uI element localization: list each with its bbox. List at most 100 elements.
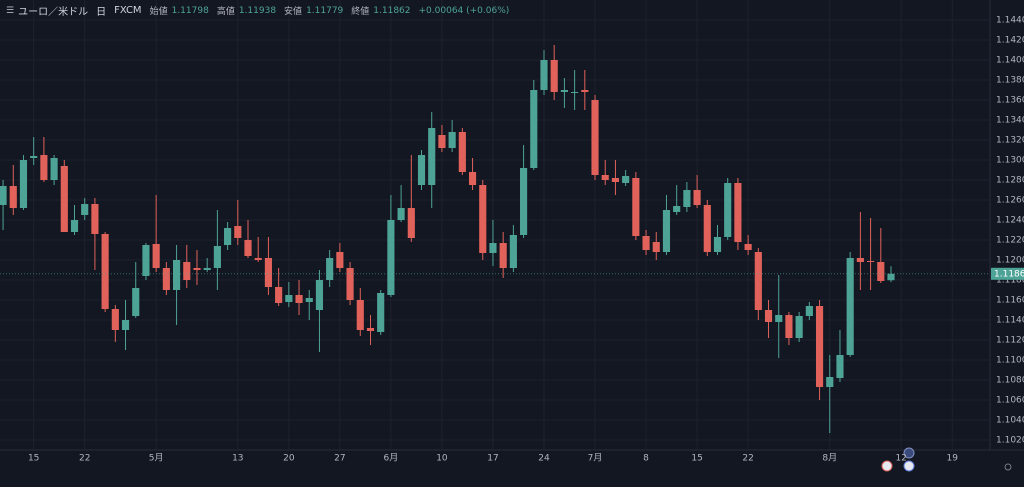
candle-body — [724, 183, 732, 237]
open-label: 始値 — [149, 7, 168, 17]
y-tick-label: 1.13400 — [996, 116, 1024, 126]
candle-body — [30, 156, 38, 158]
candle-body — [387, 220, 395, 295]
candle-body — [0, 186, 7, 205]
candle-body — [591, 100, 599, 175]
candle-body — [734, 183, 742, 242]
candle-body — [40, 155, 48, 180]
x-tick-label: 15 — [691, 454, 702, 464]
x-tick-label: 27 — [334, 454, 345, 464]
change: +0.00064 (+0.06%) — [418, 5, 510, 16]
candle-body — [622, 176, 630, 183]
candle-body — [19, 160, 28, 208]
x-tick-label: 22 — [742, 454, 753, 464]
candle-body — [346, 268, 354, 300]
candle-body — [673, 206, 681, 212]
y-tick-label: 1.13800 — [996, 76, 1024, 86]
candle-body — [652, 242, 660, 252]
candle-body — [234, 226, 242, 238]
candle-body — [60, 166, 68, 232]
source[interactable]: FXCM — [114, 5, 142, 16]
candle-body — [601, 175, 609, 180]
candle-body — [877, 262, 885, 281]
high-label: 高値 — [216, 7, 235, 17]
candle-body — [172, 260, 181, 290]
y-tick-label: 1.12800 — [996, 176, 1024, 186]
candle-body — [213, 246, 221, 268]
candle-body — [285, 295, 293, 302]
x-tick-label: 5月 — [149, 453, 164, 464]
open-value: 1.11798 — [171, 5, 209, 16]
last-price-label: 1.11862 — [994, 269, 1024, 279]
y-tick-label: 1.10400 — [996, 416, 1024, 426]
symbol: ユーロ／米ドル — [18, 7, 89, 18]
x-tick-label: 10 — [436, 454, 448, 464]
candle-body — [703, 205, 711, 252]
candle-body — [9, 186, 17, 208]
interval[interactable]: 日 — [96, 7, 107, 18]
candle-body — [815, 306, 824, 387]
candle-body — [417, 155, 426, 185]
candle-body — [489, 243, 497, 253]
candle-body — [499, 243, 507, 268]
candle-body — [571, 92, 579, 93]
y-tick-label: 1.12400 — [996, 216, 1024, 226]
x-tick-label: 17 — [487, 454, 498, 464]
candle-body — [744, 244, 752, 250]
candle-body — [795, 316, 803, 338]
y-tick-label: 1.11600 — [996, 296, 1024, 306]
y-tick-label: 1.10800 — [996, 376, 1024, 386]
candle-body — [193, 268, 201, 270]
event-icon[interactable] — [903, 447, 915, 459]
last-price-box — [991, 267, 1024, 280]
candle-body — [448, 132, 456, 148]
candle-body — [846, 258, 854, 355]
candle-body — [509, 235, 517, 268]
candle-body — [326, 258, 334, 280]
candle-body — [397, 208, 405, 220]
candle-body — [805, 306, 813, 316]
x-tick-label: 22 — [79, 454, 90, 464]
x-tick-label: 13 — [232, 454, 243, 464]
candle-body — [162, 268, 170, 290]
candle-body — [775, 315, 783, 322]
candle-body — [713, 237, 722, 252]
candle-body — [764, 310, 773, 322]
y-tick-label: 1.12000 — [996, 256, 1024, 266]
candle-body — [244, 240, 252, 256]
candle-body — [468, 172, 477, 185]
candle-body — [520, 168, 528, 235]
close-value: 1.11862 — [373, 5, 411, 16]
candle-body — [785, 315, 793, 338]
y-tick-label: 1.11400 — [996, 316, 1024, 326]
candle-body — [81, 204, 89, 215]
low-value: 1.11779 — [306, 5, 344, 16]
x-tick-label: 20 — [283, 454, 295, 464]
candle-body — [836, 355, 844, 378]
candle-body — [887, 273, 895, 281]
candle-body — [152, 244, 160, 268]
candle-body — [111, 309, 119, 330]
close-label: 終値 — [351, 7, 370, 17]
candle-body — [377, 293, 385, 332]
menu-icon[interactable]: ☰ — [6, 5, 15, 16]
event-icon[interactable] — [881, 460, 893, 472]
legend-header: ☰ ユーロ／米ドル 日 FXCM 始値 1.11798 高値 1.11938 安値 1… — [6, 3, 513, 18]
y-tick-label: 1.11000 — [996, 356, 1024, 366]
candle-body — [50, 158, 58, 180]
y-tick-label: 1.11200 — [996, 336, 1024, 346]
settings-icon[interactable] — [1004, 463, 1012, 471]
y-tick-label: 1.13600 — [996, 96, 1024, 106]
event-icon[interactable] — [903, 460, 915, 472]
candle-body — [91, 204, 99, 234]
y-tick-label: 1.11800 — [996, 276, 1024, 286]
candle-body — [336, 252, 344, 268]
y-tick-label: 1.12200 — [996, 236, 1024, 246]
candle-body — [366, 328, 375, 331]
candle-body — [540, 60, 548, 90]
y-tick-label: 1.13200 — [996, 136, 1024, 146]
candle-body — [407, 208, 415, 238]
x-tick-label: 15 — [28, 454, 39, 464]
